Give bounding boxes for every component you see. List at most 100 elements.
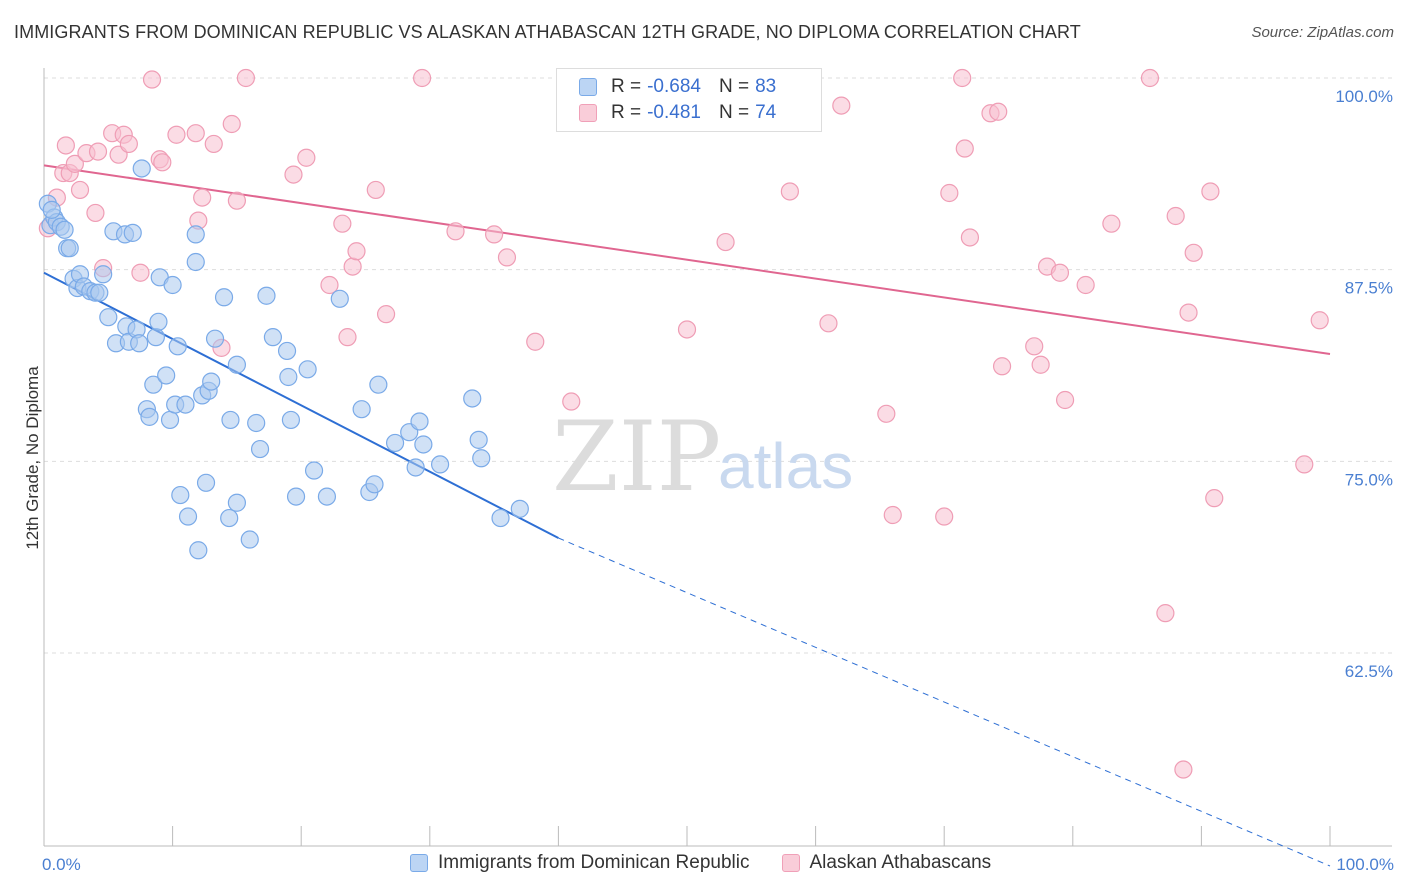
point-athabascan bbox=[485, 225, 504, 244]
legend-n-value-series1: 83 bbox=[755, 76, 777, 97]
point-athabascan bbox=[297, 148, 316, 167]
trend-line-athabascan bbox=[43, 164, 1331, 355]
point-dominican bbox=[410, 412, 429, 431]
point-athabascan bbox=[1076, 275, 1095, 295]
point-athabascan bbox=[1025, 337, 1044, 356]
point-athabascan bbox=[366, 180, 385, 200]
point-athabascan bbox=[1174, 760, 1193, 779]
point-athabascan bbox=[88, 142, 108, 161]
point-athabascan bbox=[935, 507, 954, 526]
point-dominican bbox=[90, 283, 109, 302]
point-athabascan bbox=[119, 134, 138, 154]
point-dominican bbox=[286, 487, 306, 506]
legend-item-athabascan[interactable]: Alaskan Athabascans bbox=[781, 852, 992, 874]
trend-lines bbox=[43, 164, 1331, 867]
legend-item-dominican[interactable]: Immigrants from Dominican Republic bbox=[410, 852, 750, 874]
point-dominican bbox=[140, 407, 159, 426]
point-athabascan bbox=[883, 505, 902, 525]
point-dominican bbox=[157, 366, 176, 385]
point-dominican bbox=[365, 475, 384, 494]
point-dominican bbox=[186, 252, 205, 272]
point-athabascan bbox=[677, 320, 697, 339]
trend-line-dominican-extension bbox=[558, 537, 1331, 867]
point-athabascan bbox=[412, 68, 432, 88]
legend-label-athabascan: Alaskan Athabascans bbox=[809, 852, 992, 873]
point-dominican bbox=[304, 461, 324, 480]
point-dominican bbox=[406, 458, 425, 477]
point-athabascan bbox=[70, 180, 90, 200]
point-dominican bbox=[317, 487, 337, 506]
point-athabascan bbox=[343, 257, 362, 276]
legend-n-label: N = bbox=[718, 76, 750, 97]
legend-swatch-pink bbox=[781, 854, 800, 872]
point-dominican bbox=[463, 389, 482, 408]
point-athabascan bbox=[819, 314, 838, 333]
point-dominican bbox=[178, 507, 198, 526]
source-label[interactable]: Source: ZipAtlas.com bbox=[1251, 24, 1394, 41]
point-dominican bbox=[430, 455, 450, 474]
point-athabascan bbox=[1055, 390, 1075, 410]
point-dominican bbox=[469, 430, 488, 449]
point-athabascan bbox=[320, 275, 339, 295]
point-athabascan bbox=[716, 232, 735, 252]
point-athabascan bbox=[186, 124, 205, 143]
point-dominican bbox=[42, 200, 61, 219]
point-dominican bbox=[250, 439, 270, 459]
point-dominican bbox=[132, 159, 151, 178]
point-athabascan bbox=[236, 68, 256, 88]
point-athabascan bbox=[131, 263, 150, 282]
stats-legend: R = -0.684 N = 83 R = -0.481 N = 74 bbox=[556, 68, 822, 132]
point-athabascan bbox=[1102, 214, 1121, 233]
point-dominican bbox=[510, 499, 529, 518]
legend-r-value-series2: -0.481 bbox=[647, 102, 701, 123]
point-athabascan bbox=[153, 153, 172, 172]
watermark-zip: ZIP bbox=[552, 401, 721, 513]
y-tick-label: 62.5% bbox=[1345, 662, 1393, 681]
watermark-atlas: atlas bbox=[718, 430, 853, 502]
point-athabascan bbox=[877, 404, 896, 423]
point-dominican bbox=[247, 413, 266, 433]
point-athabascan bbox=[222, 114, 241, 134]
y-axis-label: 12th Grade, No Diploma bbox=[23, 366, 42, 550]
legend-r-label: R = bbox=[611, 102, 642, 123]
point-dominican bbox=[414, 435, 433, 454]
point-dominican bbox=[168, 337, 187, 356]
data-points bbox=[38, 68, 1329, 779]
legend-swatch-blue bbox=[410, 854, 428, 872]
point-dominican bbox=[130, 334, 149, 353]
point-athabascan bbox=[284, 165, 303, 184]
legend-label-dominican: Immigrants from Dominican Republic bbox=[438, 852, 750, 873]
legend-r-value-series1: -0.684 bbox=[647, 76, 701, 97]
point-dominican bbox=[205, 329, 225, 348]
point-dominican bbox=[263, 328, 283, 347]
point-athabascan bbox=[86, 203, 105, 223]
point-dominican bbox=[214, 288, 234, 307]
point-dominican bbox=[171, 485, 190, 505]
point-athabascan bbox=[1179, 303, 1198, 322]
point-athabascan bbox=[333, 214, 352, 233]
point-dominican bbox=[144, 375, 163, 394]
point-athabascan bbox=[1184, 243, 1203, 262]
point-athabascan bbox=[347, 242, 366, 261]
point-athabascan bbox=[992, 357, 1012, 376]
legend-n-value-series2: 74 bbox=[755, 102, 777, 123]
point-athabascan bbox=[1166, 206, 1185, 226]
x-tick-label: 0.0% bbox=[42, 855, 81, 874]
tick-labels: 62.5% 75.0% 87.5% 100.0% 0.0% 100.0% bbox=[42, 87, 1394, 874]
point-dominican bbox=[330, 289, 349, 308]
y-tick-label: 75.0% bbox=[1345, 470, 1393, 489]
point-dominican bbox=[279, 367, 298, 387]
point-dominican bbox=[277, 341, 297, 361]
point-athabascan bbox=[338, 328, 357, 347]
point-athabascan bbox=[1205, 489, 1224, 508]
legend-r-label: R = bbox=[611, 76, 642, 97]
point-athabascan bbox=[1295, 455, 1314, 474]
point-dominican bbox=[146, 328, 165, 347]
point-athabascan bbox=[497, 248, 517, 267]
point-athabascan bbox=[56, 136, 75, 155]
legend-n-label: N = bbox=[718, 102, 750, 123]
point-athabascan bbox=[960, 228, 980, 247]
point-dominican bbox=[202, 372, 221, 391]
legend-swatch-pink bbox=[579, 104, 597, 122]
